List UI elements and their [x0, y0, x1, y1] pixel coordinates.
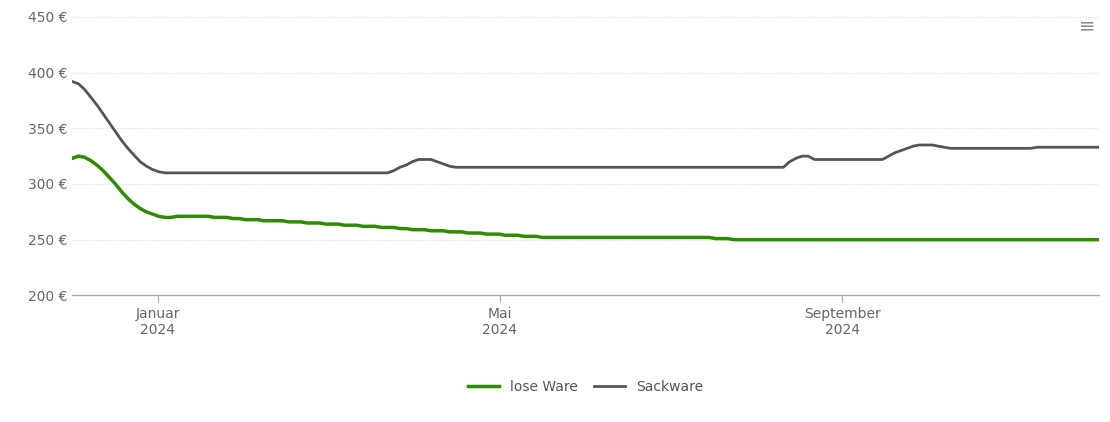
Legend: lose Ware, Sackware: lose Ware, Sackware [463, 375, 708, 400]
Text: ≡: ≡ [1079, 17, 1096, 36]
